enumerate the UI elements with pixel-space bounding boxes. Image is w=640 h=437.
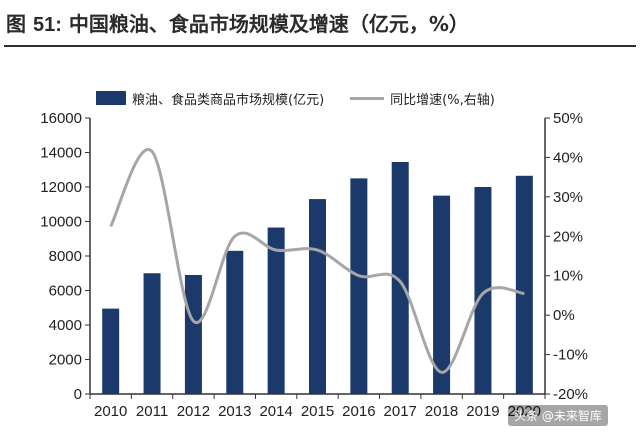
y-left-tick-label: 14000 — [40, 145, 82, 162]
y-right-tick-label: 10% — [553, 268, 583, 285]
legend-bar-label: 粮油、食品类商品市场规模(亿元) — [132, 92, 325, 108]
bar-2019 — [474, 187, 492, 394]
x-tick-label: 2019 — [466, 403, 499, 420]
legend-line-label: 同比增速(%,右轴) — [390, 92, 495, 108]
y-right-tick-label: 40% — [553, 149, 583, 166]
y-left-tick-label: 12000 — [40, 179, 82, 196]
y-left-tick-label: 6000 — [49, 283, 82, 300]
bar-2017 — [391, 161, 409, 394]
y-right-tick-label: 20% — [553, 228, 583, 245]
x-tick-label: 2011 — [136, 403, 168, 420]
y-right-tick-label: 0% — [553, 307, 575, 324]
legend-bar-swatch — [96, 91, 126, 105]
x-tick-label: 2016 — [342, 403, 375, 420]
x-tick-label: 2012 — [177, 403, 210, 420]
growth-rate-line — [109, 147, 525, 374]
bar-2011 — [143, 273, 161, 394]
x-tick-label: 2017 — [384, 403, 417, 420]
x-tick-label: 2018 — [425, 403, 458, 420]
title-divider — [4, 45, 636, 47]
x-tick-label: 2015 — [301, 403, 334, 420]
y-left-tick-label: 0 — [74, 386, 82, 403]
bar-2016 — [350, 178, 368, 394]
bar-2020 — [515, 175, 533, 394]
bar-2014 — [267, 227, 285, 394]
y-left-tick-label: 2000 — [49, 352, 82, 369]
watermark: 头条 @未来智库 — [508, 405, 608, 426]
x-tick-label: 2020 — [508, 403, 541, 420]
y-right-tick-label: -10% — [553, 347, 588, 364]
x-tick-label: 2013 — [218, 403, 251, 420]
figure-title-text: 中国粮油、食品市场规模及增速（亿元，%） — [68, 12, 469, 36]
y-right-tick-label: 30% — [553, 189, 583, 206]
bar-2018 — [433, 195, 451, 394]
y-right-tick-label: -20% — [553, 386, 588, 403]
chart-legend: 粮油、食品类商品市场规模(亿元) 同比增速(%,右轴) — [96, 88, 495, 108]
x-tick-label: 2010 — [94, 403, 127, 420]
y-right-tick-label: 50% — [553, 110, 583, 127]
bar-2010 — [102, 308, 120, 394]
y-left-tick-label: 10000 — [40, 214, 82, 231]
figure-title-number: 51: — [32, 14, 62, 36]
bar-2012 — [184, 274, 202, 394]
legend-line-swatch — [350, 96, 385, 100]
figure-title: 图 51: 中国粮油、食品市场规模及增速（亿元，%） — [6, 6, 634, 42]
bar-2015 — [309, 199, 326, 394]
x-tick-label: 2014 — [259, 403, 292, 420]
bar-2013 — [226, 250, 244, 394]
figure-title-prefix: 图 — [6, 12, 26, 36]
y-left-tick-label: 16000 — [40, 110, 82, 127]
y-left-tick-label: 8000 — [49, 248, 82, 265]
y-left-tick-label: 4000 — [49, 317, 82, 334]
